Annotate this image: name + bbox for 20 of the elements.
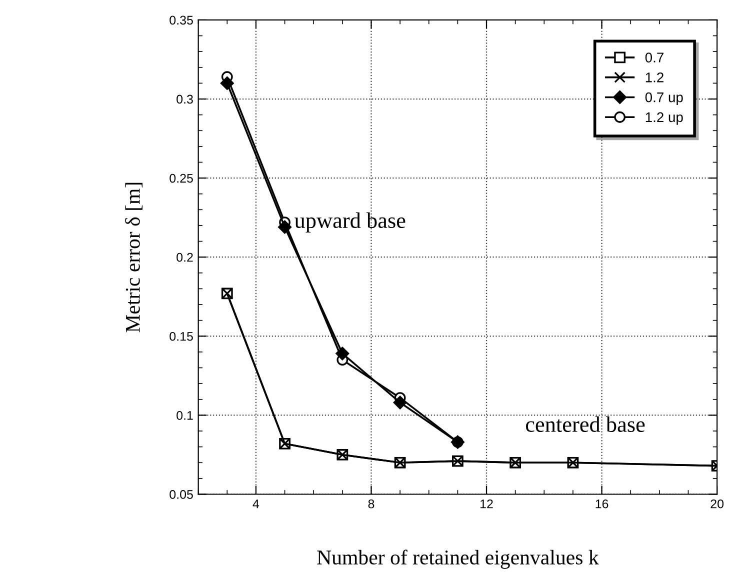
x-tick-label: 20 [710, 499, 724, 508]
x-axis-title: Number of retained eigenvalues k [317, 550, 599, 569]
legend-label: 1.2 [646, 72, 664, 82]
y-tick-label: 0.3 [176, 94, 193, 104]
y-axis-title: Metric error δ [m] [125, 182, 142, 332]
legend-label: 0.7 [645, 52, 664, 62]
y-tick-label: 0.15 [170, 332, 193, 341]
annotation: centered base [526, 416, 645, 432]
x-tick-label: 8 [368, 499, 374, 508]
y-tick-label: 0.1 [176, 411, 193, 420]
x-tick-label: 4 [252, 500, 260, 508]
y-tick-label: 0.2 [176, 252, 193, 262]
x-tick-label: 16 [596, 499, 608, 508]
y-tick-label: 0.25 [170, 174, 193, 183]
legend-label: 0.7 up [645, 92, 683, 105]
legend-label: 1.2 up [646, 112, 683, 125]
y-tick-label: 0.35 [170, 16, 193, 25]
annotation: upward base [294, 212, 406, 233]
y-tick-label: 0.05 [170, 490, 193, 499]
x-tick-label: 12 [480, 499, 493, 508]
